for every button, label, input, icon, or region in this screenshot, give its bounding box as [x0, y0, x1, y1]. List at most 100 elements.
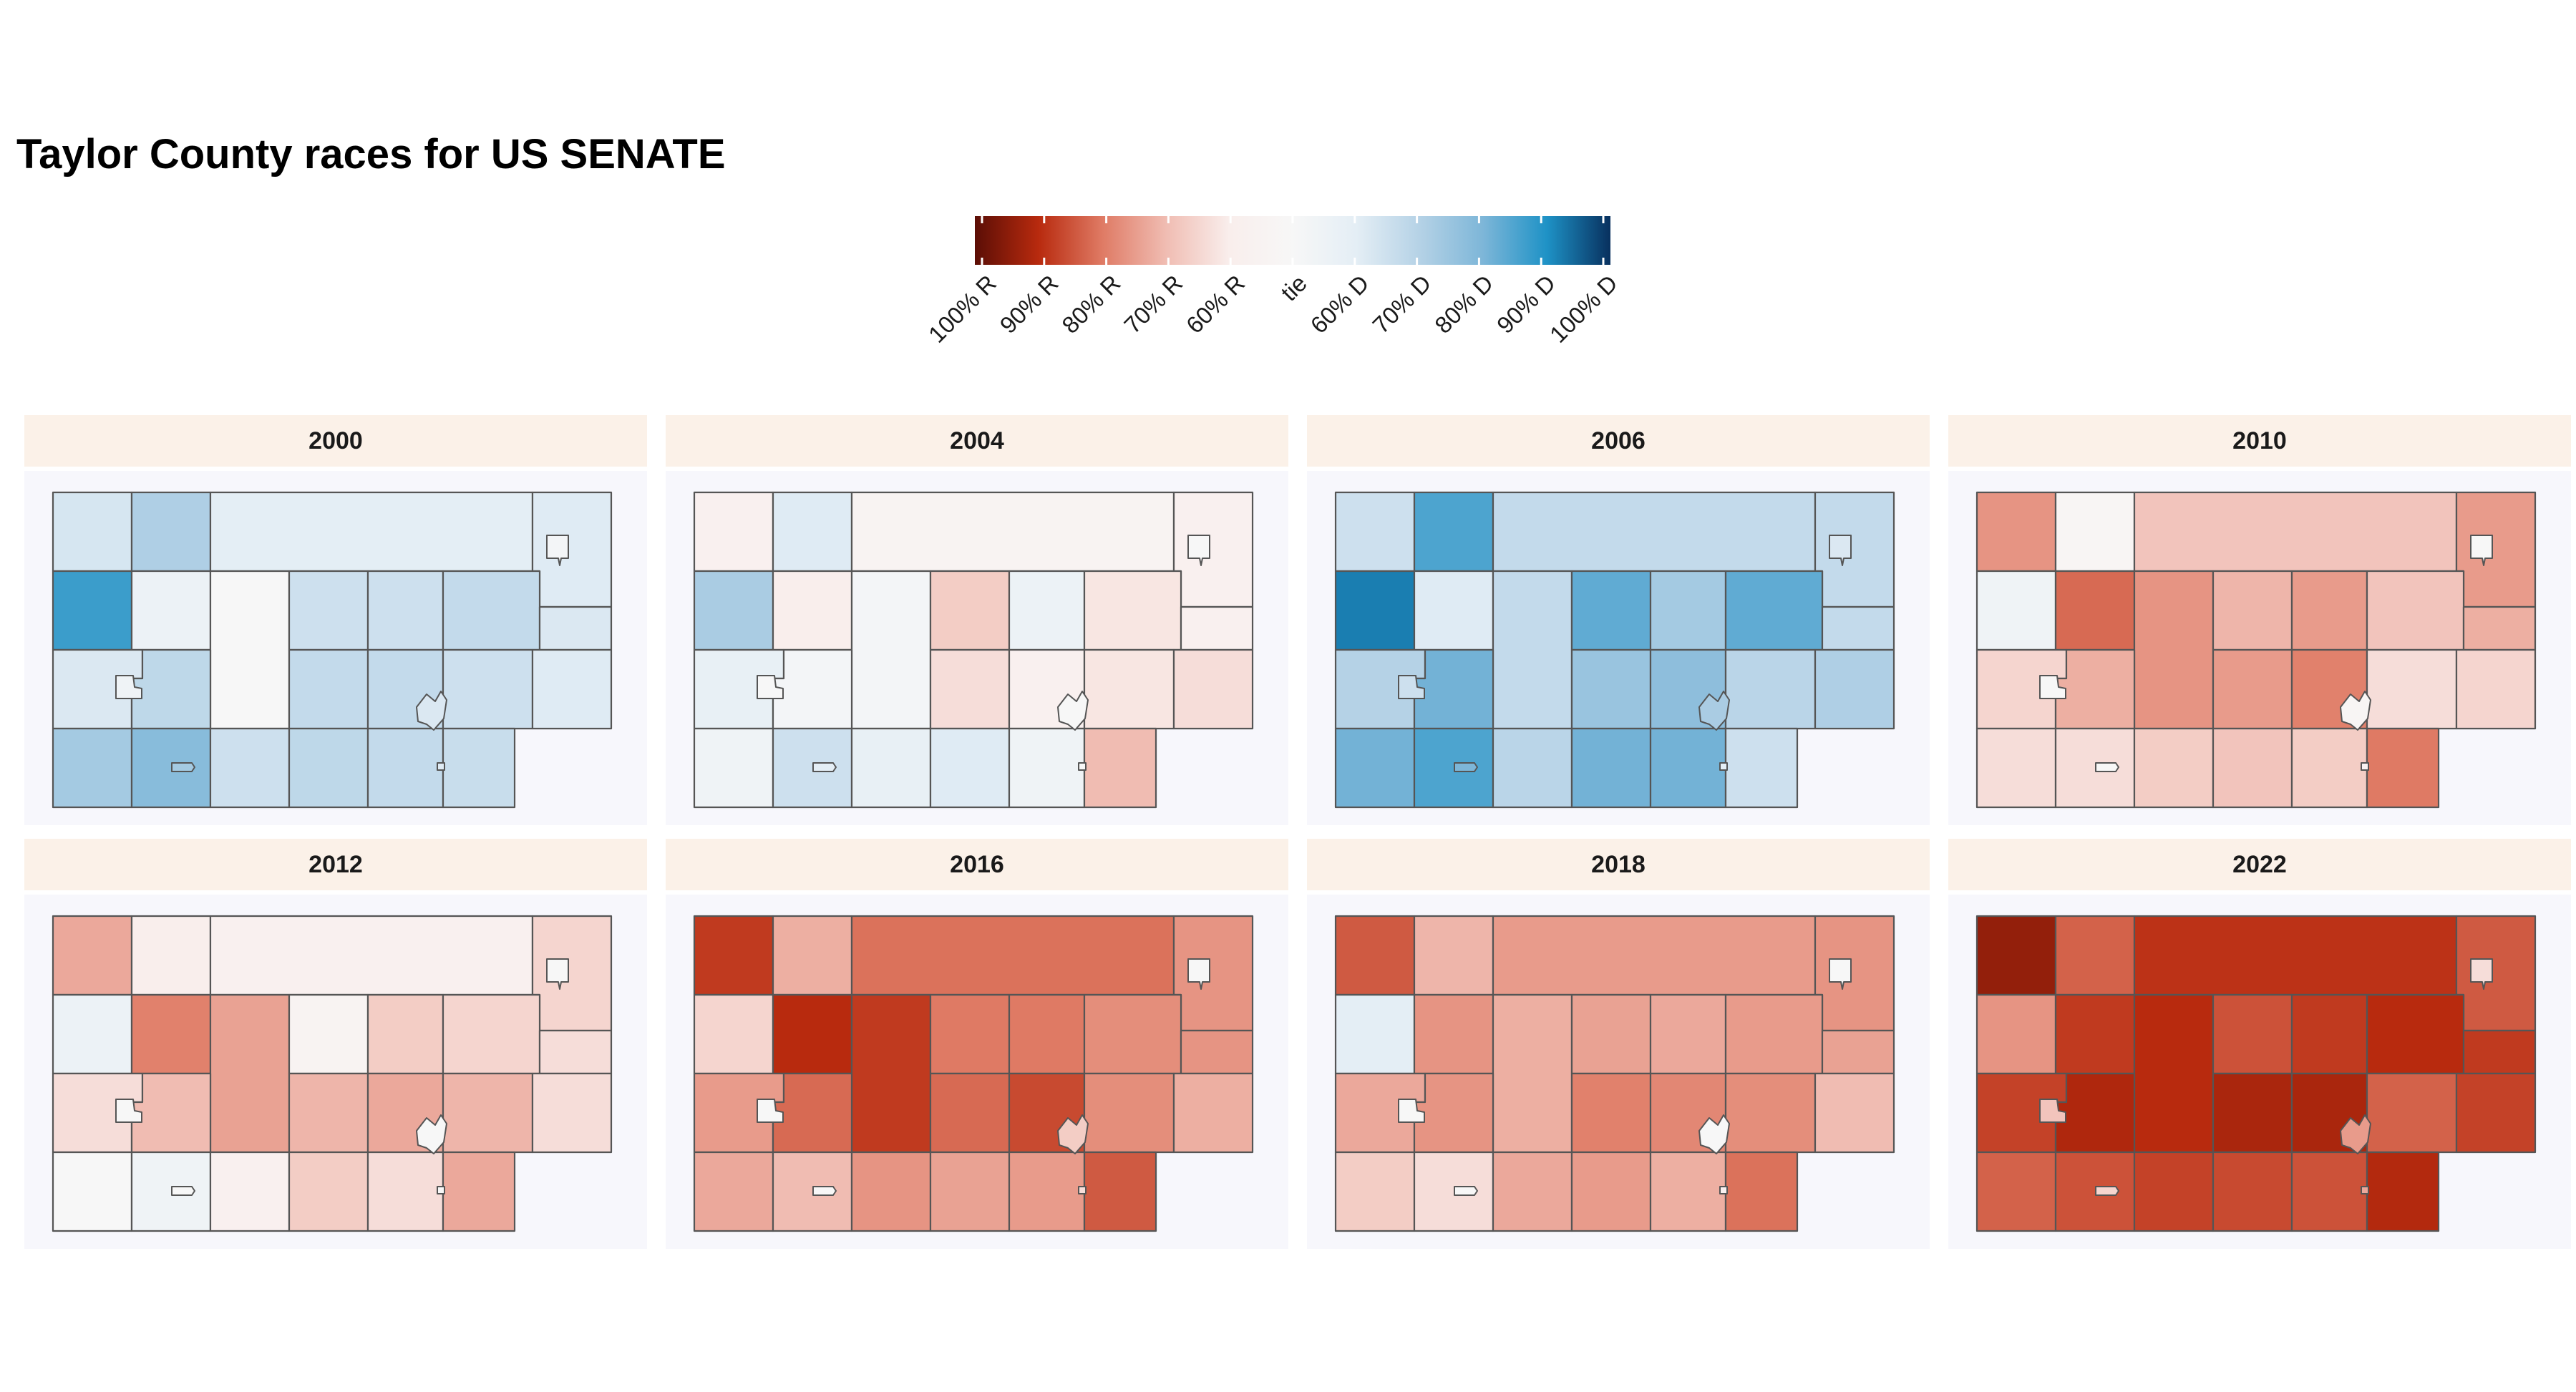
precinct-M[interactable] — [130, 648, 212, 730]
town-west[interactable] — [115, 1099, 142, 1123]
town-west[interactable] — [757, 1099, 784, 1123]
precinct-D[interactable] — [531, 491, 613, 608]
precinct-H[interactable] — [1570, 993, 1652, 1075]
precinct-Q[interactable] — [2455, 1072, 2537, 1154]
town-south[interactable] — [812, 1186, 837, 1196]
precinct-P[interactable] — [2366, 648, 2458, 730]
town-bedford[interactable] — [1057, 1114, 1089, 1154]
precinct-K[interactable] — [2462, 605, 2537, 651]
precinct-E[interactable] — [52, 570, 133, 651]
precinct-K[interactable] — [538, 1029, 613, 1075]
precinct-K[interactable] — [538, 605, 613, 651]
precinct-U[interactable] — [288, 1151, 369, 1232]
precinct-I[interactable] — [2290, 993, 2368, 1075]
precinct-H[interactable] — [929, 993, 1011, 1075]
town-southeast[interactable] — [1719, 1186, 1728, 1194]
precinct-R[interactable] — [1334, 1151, 1416, 1232]
precinct-B[interactable] — [772, 491, 853, 573]
precinct-A[interactable] — [1334, 491, 1416, 573]
precinct-F[interactable] — [772, 570, 853, 651]
town-south[interactable] — [171, 762, 195, 772]
precinct-G[interactable] — [2133, 993, 2215, 1154]
precinct-T[interactable] — [1492, 727, 1573, 809]
precinct-F[interactable] — [130, 570, 212, 651]
town-bedford[interactable] — [1698, 1114, 1730, 1154]
precinct-M[interactable] — [1413, 648, 1494, 730]
precinct-W[interactable] — [2366, 727, 2440, 809]
precinct-A[interactable] — [52, 915, 133, 996]
precinct-F[interactable] — [1413, 993, 1494, 1075]
precinct-E[interactable] — [1975, 570, 2057, 651]
town-west[interactable] — [2039, 675, 2066, 699]
town-south[interactable] — [2095, 762, 2119, 772]
precinct-T[interactable] — [850, 727, 932, 809]
precinct-Q[interactable] — [1172, 1072, 1254, 1154]
precinct-K[interactable] — [2462, 1029, 2537, 1075]
precinct-J[interactable] — [1083, 993, 1182, 1075]
precinct-C[interactable] — [209, 915, 534, 996]
precinct-N[interactable] — [2212, 1072, 2293, 1154]
precinct-V[interactable] — [366, 1151, 444, 1232]
precinct-B[interactable] — [2054, 915, 2136, 996]
precinct-T[interactable] — [209, 727, 291, 809]
precinct-W[interactable] — [1083, 727, 1157, 809]
town-north[interactable] — [546, 958, 569, 990]
precinct-N[interactable] — [2212, 648, 2293, 730]
precinct-G[interactable] — [850, 993, 932, 1154]
precinct-B[interactable] — [130, 915, 212, 996]
precinct-A[interactable] — [1334, 915, 1416, 996]
precinct-G[interactable] — [850, 570, 932, 730]
precinct-D[interactable] — [531, 915, 613, 1032]
precinct-T[interactable] — [1492, 1151, 1573, 1232]
precinct-D[interactable] — [1172, 491, 1254, 608]
precinct-V[interactable] — [1008, 1151, 1086, 1232]
precinct-J[interactable] — [1083, 570, 1182, 651]
precinct-K[interactable] — [1821, 1029, 1895, 1075]
town-southeast[interactable] — [437, 762, 445, 771]
precinct-U[interactable] — [2212, 1151, 2293, 1232]
precinct-F[interactable] — [2054, 570, 2136, 651]
precinct-R[interactable] — [1975, 1151, 2057, 1232]
precinct-V[interactable] — [366, 727, 444, 809]
precinct-F[interactable] — [772, 993, 853, 1075]
town-north[interactable] — [2470, 535, 2493, 566]
precinct-W[interactable] — [2366, 1151, 2440, 1232]
precinct-I[interactable] — [366, 993, 444, 1075]
precinct-J[interactable] — [442, 570, 541, 651]
town-southeast[interactable] — [2361, 762, 2369, 771]
precinct-Q[interactable] — [1172, 648, 1254, 730]
precinct-U[interactable] — [1570, 727, 1652, 809]
precinct-J[interactable] — [1724, 570, 1824, 651]
precinct-U[interactable] — [929, 1151, 1011, 1232]
precinct-E[interactable] — [693, 570, 774, 651]
precinct-G[interactable] — [209, 570, 291, 730]
precinct-M[interactable] — [2054, 648, 2136, 730]
precinct-B[interactable] — [772, 915, 853, 996]
precinct-H[interactable] — [288, 570, 369, 651]
precinct-D[interactable] — [2455, 491, 2537, 608]
precinct-E[interactable] — [52, 993, 133, 1075]
precinct-P[interactable] — [1724, 648, 1817, 730]
precinct-F[interactable] — [1413, 570, 1494, 651]
precinct-C[interactable] — [850, 491, 1175, 573]
town-bedford[interactable] — [416, 1114, 447, 1154]
precinct-F[interactable] — [130, 993, 212, 1075]
town-north[interactable] — [546, 535, 569, 566]
precinct-V[interactable] — [1649, 727, 1727, 809]
precinct-P[interactable] — [442, 1072, 534, 1154]
precinct-I[interactable] — [1008, 570, 1086, 651]
precinct-P[interactable] — [2366, 1072, 2458, 1154]
precinct-M[interactable] — [1413, 1072, 1494, 1154]
town-west[interactable] — [757, 675, 784, 699]
town-south[interactable] — [1454, 1186, 1478, 1196]
precinct-J[interactable] — [2366, 993, 2465, 1075]
precinct-D[interactable] — [2455, 915, 2537, 1032]
precinct-I[interactable] — [1008, 993, 1086, 1075]
precinct-P[interactable] — [1083, 648, 1175, 730]
precinct-V[interactable] — [2290, 727, 2368, 809]
precinct-T[interactable] — [2133, 727, 2215, 809]
precinct-R[interactable] — [693, 727, 774, 809]
precinct-N[interactable] — [929, 1072, 1011, 1154]
precinct-K[interactable] — [1180, 1029, 1254, 1075]
precinct-K[interactable] — [1180, 605, 1254, 651]
